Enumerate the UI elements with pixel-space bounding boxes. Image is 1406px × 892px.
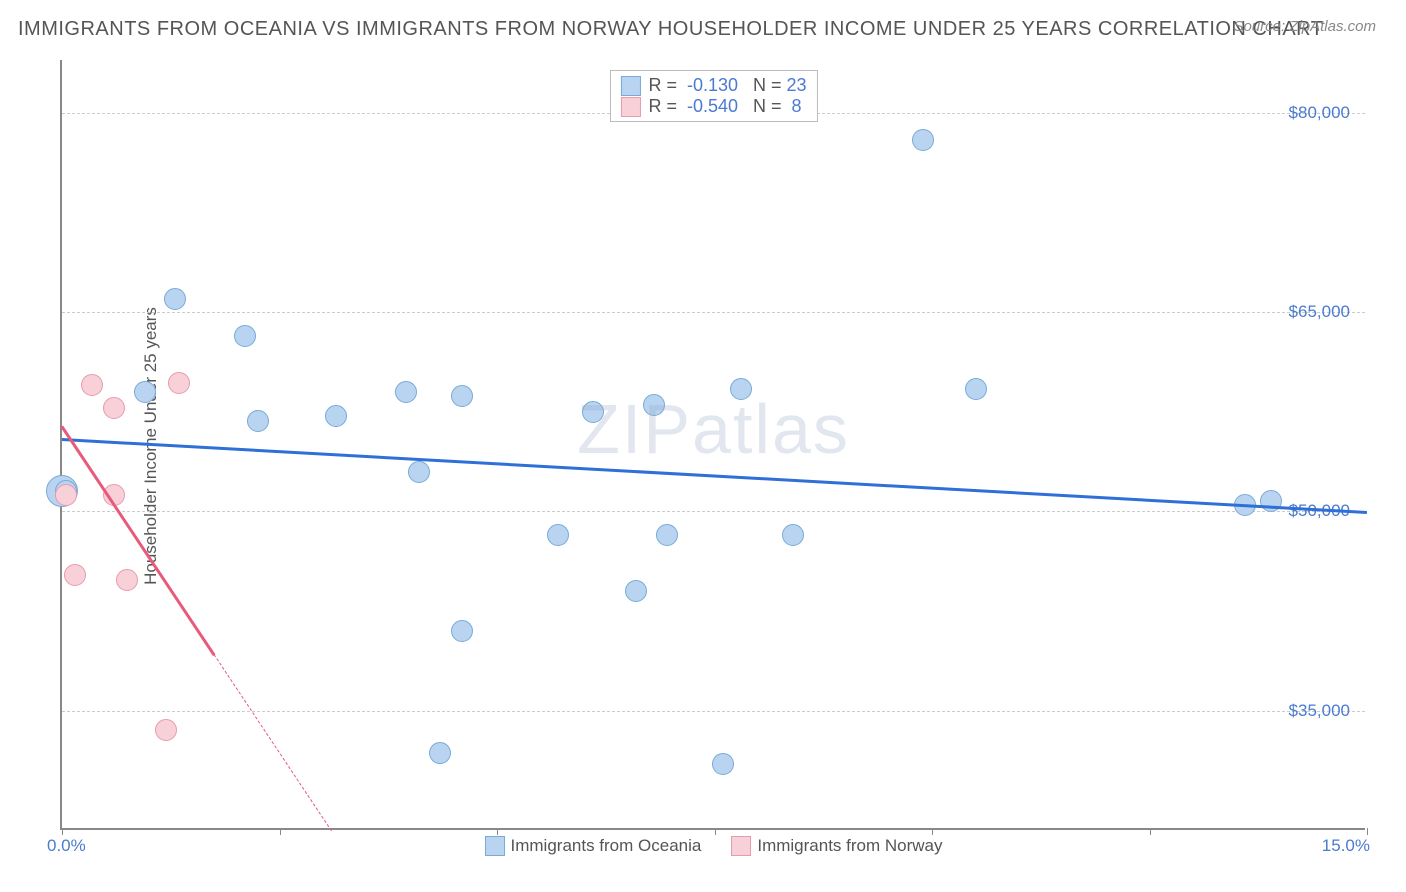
x-tick <box>1150 828 1151 835</box>
legend-swatch-icon <box>485 836 505 856</box>
trend-line <box>62 438 1367 514</box>
data-point <box>451 620 473 642</box>
legend-swatch-icon <box>620 97 640 117</box>
grid-line <box>62 511 1365 512</box>
y-tick-label: $80,000 <box>1289 103 1350 123</box>
data-point <box>643 394 665 416</box>
y-tick-label: $65,000 <box>1289 302 1350 322</box>
x-tick <box>62 828 63 835</box>
plot-area: ZIPatlas R = -0.130 N = 23R = -0.540 N =… <box>60 60 1365 830</box>
legend-series-item: Immigrants from Norway <box>731 836 942 856</box>
data-point <box>134 381 156 403</box>
data-point <box>103 397 125 419</box>
x-tick <box>932 828 933 835</box>
data-point <box>64 564 86 586</box>
data-point <box>625 580 647 602</box>
data-point <box>408 461 430 483</box>
x-axis-max-label: 15.0% <box>1322 836 1370 856</box>
y-tick-label: $35,000 <box>1289 701 1350 721</box>
data-point <box>451 385 473 407</box>
data-point <box>164 288 186 310</box>
chart-title: IMMIGRANTS FROM OCEANIA VS IMMIGRANTS FR… <box>18 18 1323 41</box>
legend-series-label: Immigrants from Oceania <box>511 836 702 856</box>
source-label: Source: ZipAtlas.com <box>1233 18 1376 35</box>
data-point <box>155 719 177 741</box>
legend-stats-text: R = -0.540 N = 8 <box>648 96 801 117</box>
grid-line <box>62 312 1365 313</box>
data-point <box>116 569 138 591</box>
x-tick <box>280 828 281 835</box>
data-point <box>965 378 987 400</box>
legend-swatch-icon <box>731 836 751 856</box>
data-point <box>782 524 804 546</box>
data-point <box>55 484 77 506</box>
data-point <box>247 410 269 432</box>
x-tick <box>497 828 498 835</box>
legend-swatch-icon <box>620 76 640 96</box>
x-tick <box>1367 828 1368 835</box>
data-point <box>81 374 103 396</box>
data-point <box>429 742 451 764</box>
data-point <box>582 401 604 423</box>
legend-stats: R = -0.130 N = 23R = -0.540 N = 8 <box>609 70 817 122</box>
x-tick <box>715 828 716 835</box>
legend-stats-row: R = -0.130 N = 23 <box>620 75 806 96</box>
data-point <box>395 381 417 403</box>
legend-series-item: Immigrants from Oceania <box>485 836 702 856</box>
x-axis-min-label: 0.0% <box>47 836 86 856</box>
grid-line <box>62 711 1365 712</box>
legend-stats-text: R = -0.130 N = 23 <box>648 75 806 96</box>
data-point <box>656 524 678 546</box>
data-point <box>712 753 734 775</box>
legend-series: Immigrants from Oceania Immigrants from N… <box>485 836 943 856</box>
watermark: ZIPatlas <box>577 389 850 469</box>
data-point <box>168 372 190 394</box>
data-point <box>547 524 569 546</box>
trend-line <box>61 426 215 656</box>
trend-line <box>214 654 332 831</box>
data-point <box>234 325 256 347</box>
legend-stats-row: R = -0.540 N = 8 <box>620 96 806 117</box>
data-point <box>730 378 752 400</box>
data-point <box>912 129 934 151</box>
data-point <box>325 405 347 427</box>
legend-series-label: Immigrants from Norway <box>757 836 942 856</box>
